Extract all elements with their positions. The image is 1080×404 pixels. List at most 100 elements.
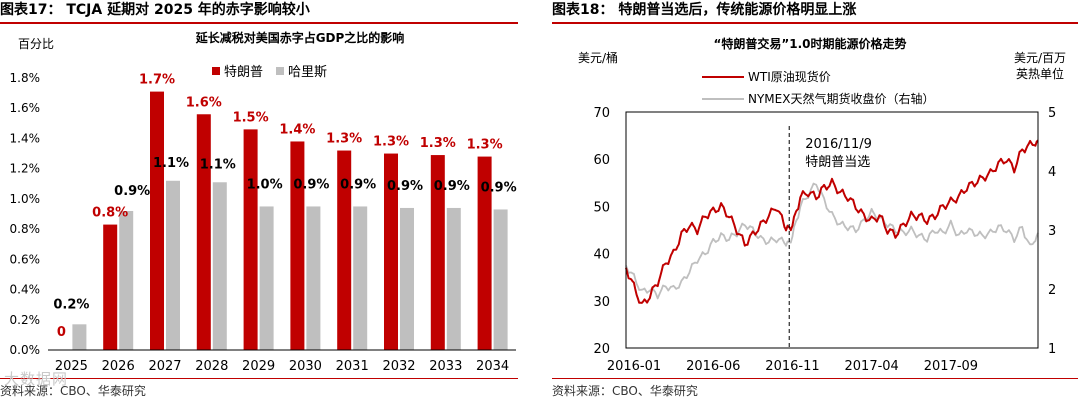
left-x-tick-label: 2027 (148, 359, 181, 374)
right-header: 图表18： 特朗普当选后，传统能源价格明显上涨 (552, 2, 857, 18)
legend-label-wti: WTI原油现货价 (748, 69, 831, 84)
right-right-y-tick-label: 1 (1048, 342, 1056, 357)
legend-label-trump: 特朗普 (224, 65, 263, 80)
bar-trump-2027 (150, 91, 164, 350)
left-source-rule (0, 378, 518, 379)
bar-label-harris-2026: 0.9% (114, 184, 150, 199)
left-x-tick-label: 2032 (382, 359, 415, 374)
bar-harris-2032 (400, 207, 414, 350)
bar-label-trump-2025: 0 (57, 325, 66, 340)
right-chart: “特朗普交易”1.0时期能源价格走势 美元/桶 美元/百万 英热单位 WTI原油… (578, 36, 1066, 374)
right-left-y-tick-label: 40 (593, 248, 610, 263)
left-y-tick-label: 1.0% (10, 192, 41, 206)
bar-harris-2025 (72, 324, 87, 350)
election-marker-label: 特朗普当选 (805, 155, 870, 170)
left-x-tick-label: 2034 (476, 359, 509, 374)
left-y-tick-label: 0.4% (10, 283, 41, 297)
bar-label-harris-2029: 1.0% (247, 177, 283, 192)
bar-label-harris-2032: 0.9% (387, 179, 423, 194)
left-y-tick-label: 0.2% (10, 313, 41, 327)
left-y-tick-label: 1.8% (10, 71, 41, 85)
bar-trump-2034 (477, 156, 492, 350)
right-x-tick-label: 2017-04 (845, 359, 899, 374)
legend-label-natgas: NYMEX天然气期货收盘价（右轴） (748, 91, 934, 106)
left-x-tick-label: 2026 (102, 359, 135, 374)
right-chart-title: “特朗普交易”1.0时期能源价格走势 (713, 36, 906, 51)
series-line-natgas (625, 182, 1039, 300)
bar-trump-2029 (243, 129, 258, 350)
right-right-axis-label-line2: 英热单位 (1016, 66, 1064, 81)
left-y-tick-label: 0.8% (10, 222, 41, 236)
left-y-axis-label: 百分比 (18, 37, 54, 51)
bar-label-trump-2031: 1.3% (326, 132, 362, 147)
bar-trump-2031 (337, 150, 352, 350)
bar-label-harris-2027: 1.1% (153, 156, 189, 171)
left-source: 资料来源：CBO、华泰研究 (0, 384, 146, 398)
bar-harris-2026 (119, 210, 134, 350)
bar-label-trump-2029: 1.5% (233, 110, 269, 125)
bar-label-trump-2028: 1.6% (186, 95, 222, 110)
right-right-y-tick-label: 3 (1048, 224, 1056, 239)
left-x-tick-label: 2025 (55, 359, 88, 374)
right-x-tick-label: 2016-01 (607, 359, 661, 374)
watermark: 大数据网 (4, 370, 69, 388)
left-chart: 延长减税对美国赤字占GDP之比的影响 百分比 0.0% 0.2% 0.4% 0.6% 0… (10, 30, 517, 374)
bar-label-harris-2034: 0.9% (481, 180, 517, 195)
right-left-y-tick-label: 70 (593, 106, 610, 121)
left-x-tick-label: 2031 (336, 359, 369, 374)
series-line-wti (625, 139, 1039, 304)
bar-label-trump-2034: 1.3% (467, 138, 503, 153)
bar-trump-2028 (196, 114, 211, 351)
left-chart-title: 延长减税对美国赤字占GDP之比的影响 (195, 30, 405, 45)
left-x-tick-label: 2029 (242, 359, 275, 374)
right-right-y-tick-label: 5 (1048, 106, 1056, 121)
bar-label-trump-2026: 0.8% (92, 206, 128, 221)
right-left-y-tick-label: 50 (593, 200, 610, 215)
left-x-tick-label: 2030 (289, 359, 322, 374)
right-left-axis-label: 美元/桶 (578, 50, 618, 65)
right-left-y-tick-label: 20 (593, 342, 610, 357)
right-panel: 图表18： 特朗普当选后，传统能源价格明显上涨 “特朗普交易”1.0时期能源价格… (552, 0, 1080, 404)
legend-swatch-harris (276, 67, 284, 75)
bar-label-harris-2030: 0.9% (293, 177, 329, 192)
right-right-y-tick-label: 2 (1048, 283, 1056, 298)
bar-trump-2032 (384, 153, 398, 350)
right-left-y-tick-label: 30 (593, 295, 610, 310)
bar-harris-2033 (446, 207, 461, 350)
bar-label-trump-2032: 1.3% (373, 135, 409, 150)
left-header-rule (0, 22, 518, 24)
right-header-rule (552, 22, 1078, 24)
right-source-rule (552, 378, 1078, 379)
left-y-tick-label: 1.2% (10, 162, 41, 176)
bar-trump-2026 (103, 224, 118, 350)
right-left-y-tick-label: 60 (593, 153, 610, 168)
right-source: 资料来源：CBO、华泰研究 (552, 384, 698, 398)
bar-harris-2030 (306, 206, 321, 350)
left-y-tick-label: 1.6% (10, 101, 41, 115)
bar-harris-2028 (212, 182, 227, 350)
election-marker-date: 2016/11/9 (805, 137, 872, 152)
right-x-tick-label: 2016-06 (686, 359, 740, 374)
bar-harris-2027 (166, 180, 180, 350)
right-right-y-tick-label: 4 (1048, 165, 1056, 180)
bar-harris-2034 (493, 209, 508, 350)
left-y-tick-label: 0.0% (10, 343, 41, 357)
bar-label-trump-2030: 1.4% (279, 122, 315, 137)
left-header: 图表17： TCJA 延期对 2025 年的赤字影响较小 (0, 2, 310, 18)
right-x-tick-label: 2017-09 (924, 359, 978, 374)
right-x-tick-label: 2016-11 (765, 359, 819, 374)
bar-label-harris-2031: 0.9% (340, 177, 376, 192)
bar-label-harris-2028: 1.1% (200, 157, 236, 172)
left-panel: 图表17： TCJA 延期对 2025 年的赤字影响较小 延长减税对美国赤字占G… (0, 0, 520, 404)
legend-swatch-trump (212, 67, 220, 75)
bar-trump-2033 (430, 155, 445, 350)
bar-label-trump-2033: 1.3% (420, 136, 456, 151)
left-y-tick-label: 1.4% (10, 131, 41, 145)
bar-trump-2030 (290, 141, 305, 350)
bar-harris-2029 (259, 206, 274, 350)
right-plot-frame (625, 111, 1039, 349)
left-x-tick-label: 2028 (195, 359, 228, 374)
legend-label-harris: 哈里斯 (288, 65, 327, 80)
bar-label-harris-2025: 0.2% (53, 297, 89, 312)
left-y-tick-label: 0.6% (10, 252, 41, 266)
